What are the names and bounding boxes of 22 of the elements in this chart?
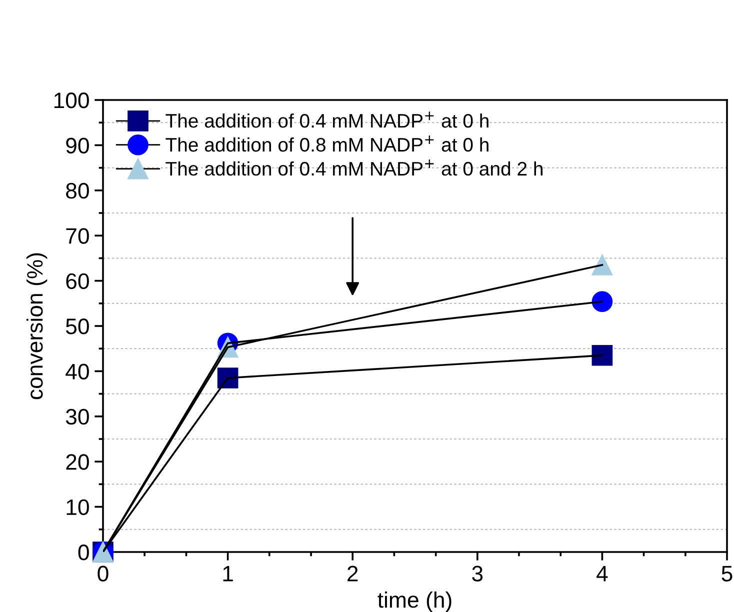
y-tick-label: 10 — [66, 499, 89, 516]
x-axis-title: time (h) — [378, 591, 452, 612]
x-tick-label: 2 — [348, 566, 358, 582]
legend-label: The addition of 0.8 mM NADP$^{+}$ at 0 h — [166, 136, 488, 152]
x-tick-label: 0 — [98, 566, 108, 582]
legend-label: The addition of 0.4 mM NADP$^{+}$ at 0 and 2 h — [166, 159, 542, 176]
y-tick-label: 30 — [66, 408, 89, 425]
y-tick-label: 70 — [66, 228, 89, 244]
y-tick-label: 40 — [66, 364, 89, 380]
y-axis-title: conversion (%) — [26, 253, 48, 400]
y-tick-label: 20 — [66, 454, 89, 470]
y-tick-label: 0 — [78, 544, 89, 560]
x-tick-label: 3 — [472, 566, 483, 582]
y-tick-label: 90 — [66, 138, 89, 154]
y-tick-label: 50 — [66, 318, 89, 334]
y-tick-label: 100 — [54, 92, 89, 108]
x-tick-label: 5 — [722, 566, 732, 582]
y-tick-label: 80 — [66, 182, 89, 199]
x-tick-label: 4 — [596, 566, 608, 582]
legend-label: The addition of 0.4 mM NADP$^{+}$ at 0 h — [166, 112, 488, 128]
y-tick-label: 60 — [66, 273, 89, 290]
x-tick-label: 1 — [223, 566, 233, 582]
